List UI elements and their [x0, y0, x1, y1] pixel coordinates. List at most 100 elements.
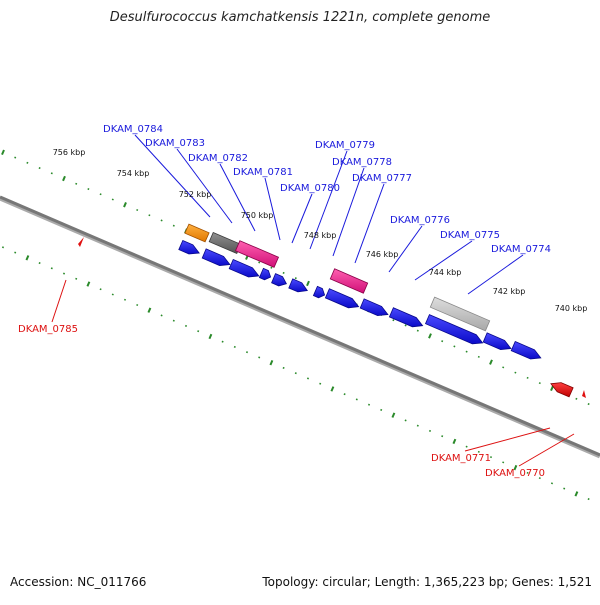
magenta-feature — [329, 268, 369, 294]
cds-arrow — [324, 288, 360, 309]
major-tick — [330, 386, 335, 392]
minor-tick — [99, 193, 102, 196]
minor-tick — [87, 187, 90, 191]
minor-tick — [441, 340, 444, 343]
reverse-cds-arrow — [550, 382, 574, 398]
minor-tick — [563, 487, 566, 490]
minor-tick — [111, 293, 114, 296]
light-gray-feature — [429, 296, 491, 332]
tick-label: 746 kbp — [366, 250, 399, 259]
tick-label: 744 kbp — [429, 268, 462, 277]
minor-tick — [160, 219, 163, 222]
minor-tick — [380, 408, 383, 411]
gene-label: DKAM_0774 — [491, 244, 551, 255]
major-tick — [550, 385, 554, 392]
minor-tick — [50, 267, 53, 270]
inner-tick-row — [1, 246, 590, 501]
major-tick — [147, 307, 152, 313]
minor-tick — [355, 398, 358, 401]
major-tick — [306, 280, 310, 287]
minor-tick — [14, 251, 17, 254]
minor-tick — [404, 324, 407, 327]
leader-line — [518, 433, 575, 467]
minor-tick — [416, 329, 419, 332]
minor-tick — [26, 161, 29, 164]
minor-tick — [38, 261, 41, 265]
cds-arrow — [424, 314, 484, 345]
major-tick — [208, 333, 213, 340]
minor-tick — [477, 450, 480, 453]
minor-tick — [538, 477, 541, 480]
minor-tick — [75, 182, 78, 185]
minor-tick — [136, 208, 139, 212]
gene-label: DKAM_0781 — [233, 167, 293, 178]
label-leader-lines — [51, 134, 575, 467]
major-tick — [123, 202, 127, 208]
minor-tick — [428, 429, 432, 432]
minor-tick — [123, 298, 127, 301]
gene-label: DKAM_0780 — [280, 183, 340, 194]
cds-arrow — [288, 278, 309, 293]
tick-label: 752 kbp — [179, 190, 212, 199]
gene-label: DKAM_0771 — [431, 453, 491, 464]
genome-summary-text: Topology: circular; Length: 1,365,223 bp… — [262, 575, 592, 589]
major-tick — [1, 149, 5, 155]
major-tick — [574, 491, 579, 497]
leader-line — [264, 177, 281, 241]
gene-labels: 756 kbp 754 kbp 752 kbp 750 kbp 748 kbp 746 k… — [18, 124, 587, 479]
leader-line — [332, 167, 365, 257]
major-tick — [391, 412, 396, 418]
minor-tick — [50, 172, 53, 175]
minor-tick — [306, 377, 310, 380]
minor-tick — [270, 266, 273, 269]
gene-label: DKAM_0770 — [485, 468, 545, 479]
minor-tick — [465, 445, 468, 448]
minor-tick — [136, 303, 139, 307]
minor-tick — [526, 471, 529, 474]
leader-line — [219, 163, 256, 232]
gray-feature — [208, 231, 242, 255]
tick-label: 754 kbp — [117, 169, 150, 178]
magenta-feature — [234, 240, 280, 268]
minor-tick — [233, 345, 236, 349]
accession-text: Accession: NC_011766 — [10, 575, 147, 589]
minor-tick — [416, 424, 419, 427]
orange-feature — [184, 223, 210, 243]
cds-arrow — [258, 267, 272, 281]
minor-tick — [221, 340, 224, 343]
major-tick — [62, 175, 66, 182]
leader-line — [291, 193, 313, 244]
cds-arrow — [271, 273, 287, 287]
backbone-line — [0, 195, 600, 457]
minor-tick — [587, 498, 590, 501]
minor-tick — [62, 272, 66, 275]
minor-tick — [453, 345, 456, 348]
major-tick — [86, 281, 91, 287]
reverse-marker — [78, 237, 84, 247]
leader-line — [51, 279, 67, 323]
minor-tick — [184, 324, 188, 328]
gene-label: DKAM_0779 — [315, 140, 375, 151]
minor-tick — [392, 319, 395, 322]
gene-label: DKAM_0777 — [352, 173, 412, 184]
minor-tick — [197, 330, 200, 333]
tick-label: 748 kbp — [304, 231, 337, 240]
cds-arrow — [359, 298, 389, 317]
tick-label: 740 kbp — [555, 304, 588, 313]
gene-features — [78, 223, 586, 398]
minor-tick — [502, 461, 505, 464]
gene-label: DKAM_0784 — [103, 124, 163, 135]
leader-line — [134, 134, 211, 218]
minor-tick — [172, 224, 175, 227]
minor-tick — [404, 419, 407, 422]
cds-arrow — [482, 332, 512, 351]
leader-line — [309, 150, 348, 250]
minor-tick — [319, 382, 322, 385]
tick-label: 750 kbp — [241, 211, 274, 220]
minor-tick — [489, 456, 493, 459]
genome-backbone — [0, 195, 600, 459]
minor-tick — [282, 366, 285, 369]
gene-label: DKAM_0783 — [145, 138, 205, 149]
minor-tick — [367, 403, 371, 406]
